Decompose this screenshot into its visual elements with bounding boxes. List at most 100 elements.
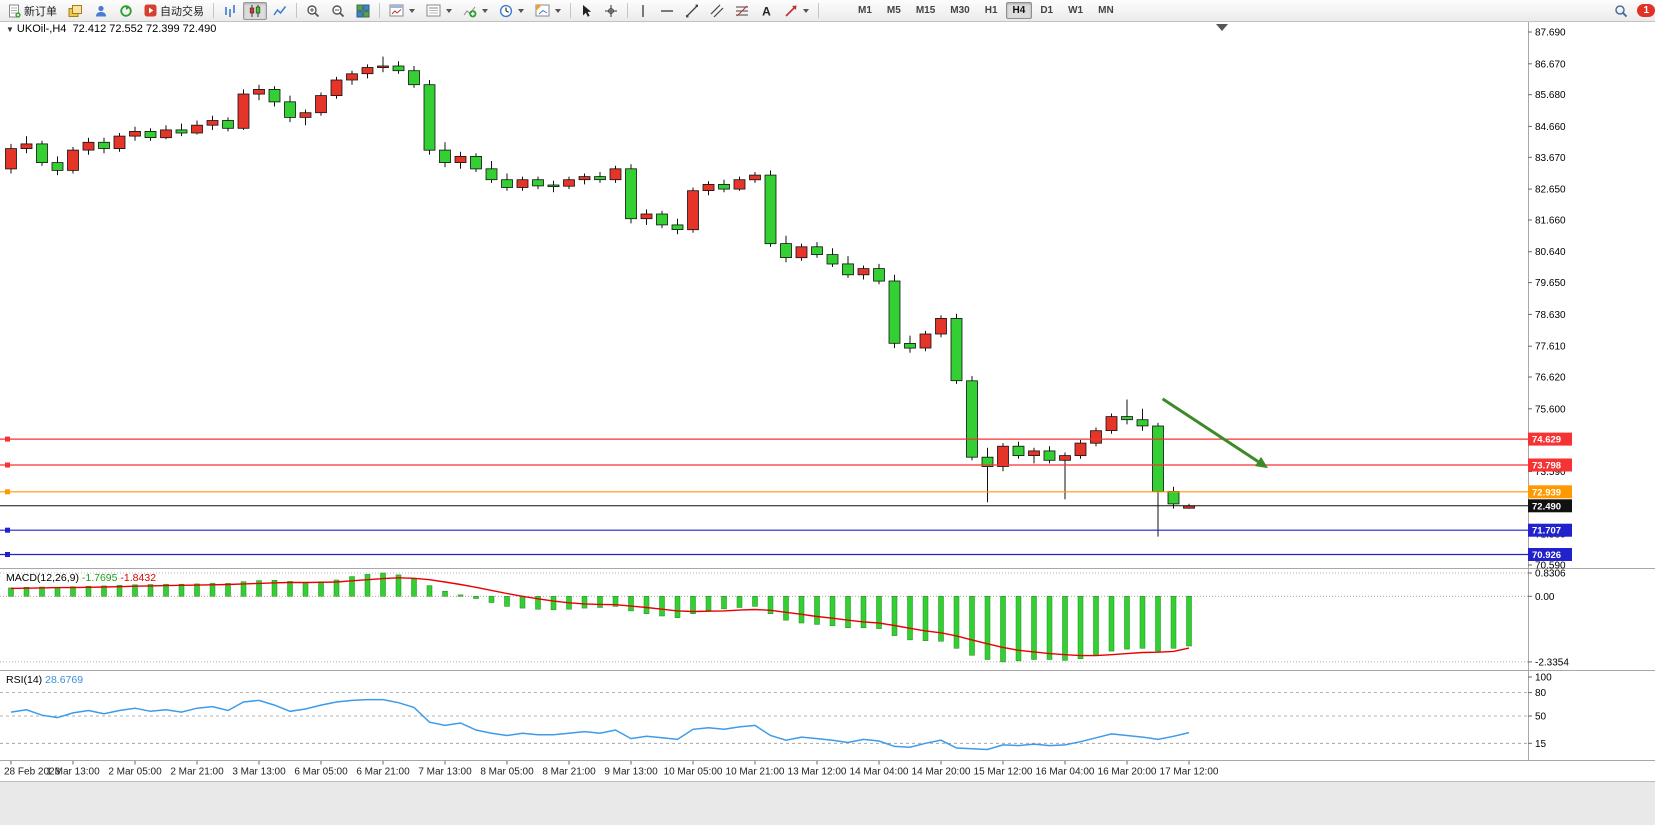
time-axis-label: 9 Mar 13:00 xyxy=(604,767,658,778)
macd-histogram-bar xyxy=(1046,596,1053,660)
timeframe-button-m15[interactable]: M15 xyxy=(915,5,936,16)
macd-histogram-bar xyxy=(178,583,185,597)
macd-histogram-bar xyxy=(8,587,14,597)
chart-shift-marker[interactable] xyxy=(1216,24,1228,31)
arrows-tool-button[interactable] xyxy=(779,2,814,20)
candle xyxy=(532,179,544,187)
channel-button[interactable] xyxy=(705,2,729,20)
new-order-button[interactable]: 新订单 xyxy=(3,2,62,20)
macd-histogram-bar xyxy=(969,596,975,656)
templates-button[interactable] xyxy=(530,2,566,20)
price-axis[interactable]: 87.690 86.670 85.680 84.660 83.670 82.650 81.6… xyxy=(1528,28,1569,750)
candle xyxy=(1136,419,1149,427)
fibonacci-button[interactable] xyxy=(730,2,754,20)
level-line-handle[interactable] xyxy=(5,462,10,468)
new-chart-icon xyxy=(389,4,404,17)
periods-button[interactable] xyxy=(494,2,529,20)
chart-window[interactable]: 87.690 86.670 85.680 84.660 83.670 82.650 81.6… xyxy=(0,21,1655,781)
candle xyxy=(516,179,529,188)
channel-icon xyxy=(710,4,724,17)
level-line-handle[interactable] xyxy=(5,489,10,495)
trend-arrow[interactable] xyxy=(1161,397,1259,463)
trend-arrow-head[interactable] xyxy=(1255,456,1268,469)
price-axis-label: 84.660 xyxy=(1535,122,1566,133)
one-click-trading-toggle[interactable]: ▼ xyxy=(6,25,14,34)
price-axis-label: 70.590 xyxy=(1535,561,1566,572)
signals-button[interactable] xyxy=(114,2,138,20)
macd-histogram-bar xyxy=(597,596,603,608)
timeframe-button-m30[interactable]: M30 xyxy=(950,5,970,16)
level-line-handle[interactable] xyxy=(5,552,10,557)
crosshair-button[interactable] xyxy=(599,2,623,20)
cursor-button[interactable] xyxy=(575,2,598,20)
candle xyxy=(811,246,823,256)
rsi-indicator-label: RSI(14) 28.6769 xyxy=(6,674,83,686)
timeframe-button-m1[interactable]: M1 xyxy=(858,5,872,16)
candle xyxy=(671,224,684,230)
timeframe-button-w1[interactable]: W1 xyxy=(1068,5,1084,16)
candle xyxy=(98,141,110,149)
svg-text:A: A xyxy=(762,4,771,18)
chevron-down-icon xyxy=(446,8,452,13)
profiles-icon xyxy=(426,4,441,17)
horizontal-line-button[interactable] xyxy=(655,2,679,20)
rsi-line xyxy=(10,698,1190,751)
toolbar-separator xyxy=(570,3,571,18)
timeframe-button-mn[interactable]: MN xyxy=(1098,5,1114,16)
chart-canvas[interactable]: 87.690 86.670 85.680 84.660 83.670 82.650 81.6… xyxy=(0,21,1655,781)
timeframe-button-d1[interactable]: D1 xyxy=(1040,5,1054,16)
macd-histogram-bar xyxy=(519,596,526,609)
autotrading-button[interactable]: 自动交易 xyxy=(139,2,209,20)
profiles-button[interactable] xyxy=(421,2,457,20)
candle xyxy=(51,162,64,171)
zoom-in-button[interactable] xyxy=(301,2,325,20)
candle xyxy=(764,174,777,245)
clock-icon xyxy=(499,4,513,17)
candlestick-mode-button[interactable] xyxy=(243,1,267,20)
candle xyxy=(625,168,637,220)
macd-histogram-bar xyxy=(1093,596,1099,656)
zoom-in-icon xyxy=(307,4,320,17)
candle xyxy=(1167,490,1180,505)
bar-chart-mode-button[interactable] xyxy=(218,2,242,20)
level-line-handle[interactable] xyxy=(5,436,10,442)
candle xyxy=(702,183,715,191)
level-line-handle[interactable] xyxy=(5,527,10,533)
time-axis-label: 16 Mar 20:00 xyxy=(1098,767,1157,778)
line-chart-mode-button[interactable] xyxy=(268,2,292,20)
charts-stack-button[interactable] xyxy=(63,2,88,20)
toolbar-separator xyxy=(379,3,380,18)
candle xyxy=(501,179,513,188)
zoom-out-button[interactable] xyxy=(326,2,350,20)
vertical-line-icon xyxy=(642,4,644,17)
chevron-down-icon xyxy=(803,8,809,13)
time-axis-label: 1 Mar 13:00 xyxy=(46,767,100,778)
candle xyxy=(656,213,668,226)
timeframe-button-m5[interactable]: M5 xyxy=(886,5,901,16)
macd-histogram-bar xyxy=(147,584,154,597)
notification-badge[interactable]: 1 xyxy=(1637,4,1655,17)
price-axis-label: 75.600 xyxy=(1535,404,1566,415)
indicators-button[interactable] xyxy=(458,2,493,20)
templates-icon xyxy=(535,4,550,17)
candle xyxy=(222,120,234,129)
macd-histogram-bar xyxy=(938,596,944,642)
macd-histogram-bar xyxy=(333,579,340,597)
vertical-line-button[interactable] xyxy=(632,2,654,20)
price-axis-label: 76.620 xyxy=(1535,373,1566,384)
market-watch-button[interactable] xyxy=(89,2,113,20)
text-button[interactable]: A xyxy=(755,2,778,20)
new-chart-button[interactable] xyxy=(384,2,420,20)
macd-histogram-bar xyxy=(318,581,324,597)
candle xyxy=(361,67,374,75)
timeframe-button-h1[interactable]: H1 xyxy=(984,5,998,16)
rsi-axis-label: 80 xyxy=(1535,688,1547,699)
timeframe-button-h4[interactable]: H4 xyxy=(1005,2,1033,19)
macd-axis-label: 0.00 xyxy=(1535,592,1555,603)
search-button[interactable] xyxy=(1609,2,1633,20)
macd-histogram-bar xyxy=(256,580,262,597)
tile-windows-button[interactable] xyxy=(351,2,375,20)
chart-ohlc: 72.412 72.552 72.399 72.490 xyxy=(72,23,217,35)
trendline-button[interactable] xyxy=(680,2,704,20)
